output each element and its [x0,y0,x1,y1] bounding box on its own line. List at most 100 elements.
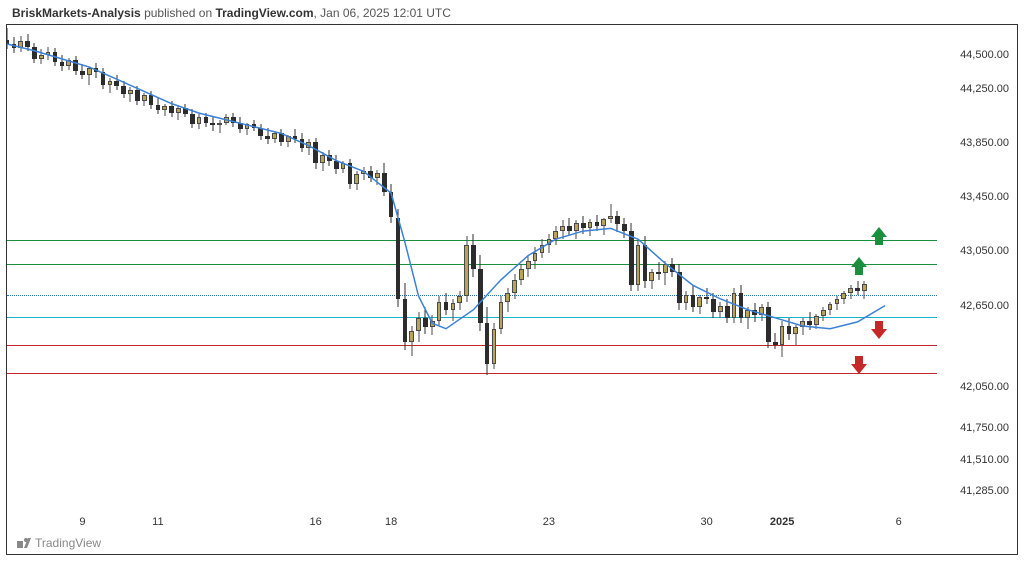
arrow-down-icon [851,356,867,379]
candlestick [643,236,648,288]
watermark: TradingView [17,536,101,550]
candlestick [252,120,257,131]
candlestick [718,302,723,318]
y-tick-label: 43,050.00 [960,245,1009,257]
candlestick [108,78,113,93]
horizontal-level-line [7,373,937,374]
chart-header: BriskMarkets-Analysis published on Tradi… [12,6,451,20]
candlestick [622,218,627,238]
candlestick [361,167,366,179]
candlestick [684,291,689,310]
candlestick [162,104,167,116]
candlestick [18,36,23,52]
candlestick [7,28,9,50]
chart-container: BriskMarkets-Analysis published on Tradi… [0,0,1024,561]
candlestick [94,63,99,78]
candlestick [416,312,421,342]
candlestick [389,184,394,223]
candlestick [210,117,215,131]
candlestick [478,255,483,331]
candlestick [780,321,785,358]
candlestick [245,123,250,135]
candlestick [464,236,469,301]
candlestick [121,81,126,99]
y-tick-label: 44,250.00 [960,83,1009,95]
candlestick [773,333,778,349]
x-tick-label: 30 [701,516,713,528]
candlestick [547,234,552,253]
chart-frame: 43,133.3042,959.8642,730.2242,565.0242,3… [6,24,1018,555]
candlestick [601,218,606,236]
candlestick [793,325,798,345]
candlestick [156,98,161,114]
candlestick [752,303,757,322]
candlestick [560,220,565,239]
candlestick [334,155,339,174]
candlestick [409,326,414,356]
candlestick [437,296,442,326]
candlestick [581,216,586,234]
candlestick [835,296,840,310]
candlestick [567,218,572,237]
candlestick [814,314,819,329]
candlestick [114,75,119,90]
candlestick [608,204,613,223]
candlestick [87,67,92,85]
y-tick-label: 41,750.00 [960,422,1009,434]
candlestick [142,93,147,107]
horizontal-level-line [7,317,937,318]
candlestick [711,293,716,317]
price-axis[interactable]: 44,500.0044,250.0043,850.0043,450.0043,0… [937,25,1017,509]
candlestick [526,255,531,277]
candlestick [300,133,305,152]
candlestick [759,304,764,320]
candlestick [320,152,325,171]
candlestick [574,220,579,239]
candlestick [286,135,291,147]
candlestick [691,285,696,312]
candlestick [265,128,270,144]
x-tick-label: 18 [385,516,397,528]
horizontal-level-line [7,295,937,296]
candlestick [313,138,318,169]
candlestick [279,129,284,145]
candlestick [39,49,44,64]
x-tick-label: 9 [79,516,85,528]
time-axis[interactable]: 9111618233020256 [7,516,937,534]
candlestick [636,239,641,291]
candlestick [519,264,524,286]
candlestick [258,124,263,140]
candlestick [176,105,181,120]
candlestick [451,299,456,321]
candlestick [499,296,504,334]
x-tick-label: 11 [152,516,163,528]
candlestick [66,58,71,70]
candlestick [800,318,805,336]
candlestick [60,55,65,71]
author-name: BriskMarkets-Analysis [12,6,141,20]
chart-plot-area[interactable]: 43,133.3042,959.8642,730.2242,565.0242,3… [7,25,937,509]
y-tick-label: 42,050.00 [960,381,1009,393]
arrow-up-icon [851,257,867,280]
candlestick [204,113,209,127]
candlestick [272,131,277,143]
candlestick [169,101,174,117]
candlestick [368,166,373,182]
candlestick [430,315,435,335]
candlestick [471,234,476,277]
candlestick [848,285,853,299]
candlestick [306,139,311,155]
candlestick [53,48,58,66]
candlestick [183,104,188,118]
candlestick [101,68,106,88]
arrow-up-icon [871,227,887,250]
arrow-down-icon [871,321,887,344]
candlestick [25,34,30,50]
candlestick [217,120,222,134]
candlestick [149,91,154,109]
candlestick [828,302,833,316]
candlestick [697,295,702,314]
candlestick [73,56,78,75]
candlestick [704,288,709,304]
candlestick [505,288,510,312]
